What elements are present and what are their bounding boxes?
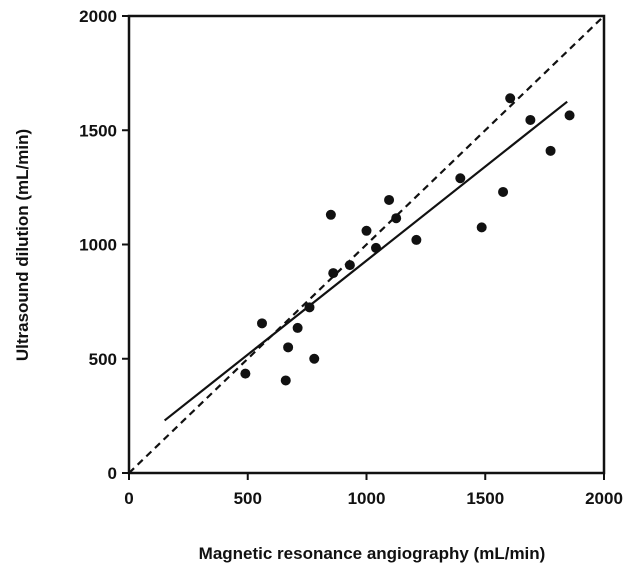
- data-point: [283, 342, 294, 353]
- data-point: [384, 194, 395, 205]
- data-point: [411, 234, 422, 245]
- data-point: [455, 173, 466, 184]
- data-point: [476, 222, 487, 233]
- data-point: [361, 225, 372, 236]
- points-layer: [240, 93, 575, 386]
- data-point: [292, 322, 303, 333]
- x-tick-label: 500: [234, 489, 262, 508]
- y-tick-label: 1500: [79, 121, 117, 140]
- y-tick-label: 2000: [79, 7, 117, 26]
- lines-layer: [128, 15, 605, 474]
- data-point: [344, 260, 355, 271]
- x-tick-label: 1000: [348, 489, 386, 508]
- data-point: [505, 93, 516, 104]
- x-axis-ticks: 0 500 1000 1500 2000: [124, 473, 623, 508]
- data-point: [498, 186, 509, 197]
- data-point: [325, 209, 336, 220]
- x-tick-label: 2000: [585, 489, 623, 508]
- regression-line: [163, 100, 568, 422]
- data-point: [309, 353, 320, 364]
- x-tick-label: 1500: [466, 489, 504, 508]
- data-point: [391, 213, 402, 224]
- y-tick-label: 1000: [79, 236, 117, 255]
- data-point: [328, 268, 339, 279]
- identity-line: [128, 15, 605, 474]
- y-tick-label: 500: [89, 350, 117, 369]
- data-point: [371, 242, 381, 253]
- x-axis-label: Magnetic resonance angiography (mL/min): [199, 544, 546, 563]
- y-axis-label: Ultrasound dilution (mL/min): [13, 129, 32, 361]
- y-axis-ticks: 0 500 1000 1500 2000: [79, 7, 129, 483]
- data-point: [257, 318, 267, 329]
- data-point: [240, 368, 251, 379]
- data-point: [564, 110, 575, 121]
- data-point: [545, 145, 556, 156]
- data-point: [304, 302, 315, 313]
- data-point: [280, 375, 291, 386]
- x-tick-label: 0: [124, 489, 133, 508]
- data-point: [525, 114, 536, 125]
- y-tick-label: 0: [108, 464, 117, 483]
